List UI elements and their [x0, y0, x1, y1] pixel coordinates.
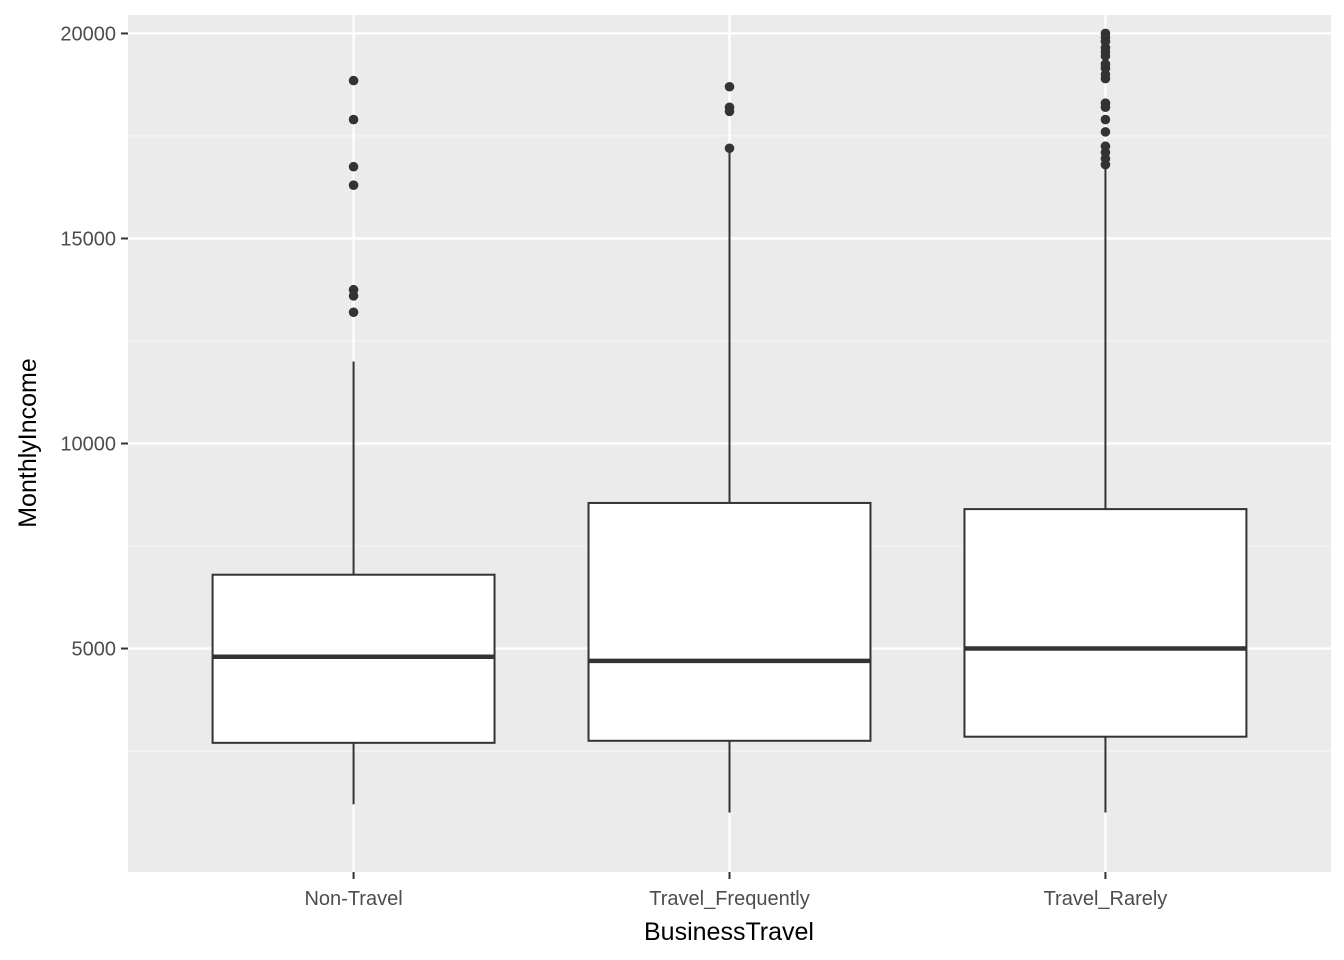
- outlier-point: [348, 307, 359, 318]
- outlier-point: [1100, 28, 1111, 39]
- box-group: [211, 75, 496, 805]
- box-groups: [211, 28, 1248, 813]
- box-group: [963, 28, 1248, 813]
- outlier-point: [348, 284, 359, 295]
- outlier-point: [1100, 59, 1111, 70]
- outlier-point: [348, 180, 359, 190]
- x-tick-label: Travel_Frequently: [649, 888, 809, 910]
- outlier-point: [348, 75, 359, 86]
- x-axis: Non-Travel Travel_Frequently Travel_Rarely: [304, 872, 1167, 910]
- y-axis: 5000 10000 15000 20000: [60, 23, 128, 661]
- box-group: [587, 81, 872, 813]
- outlier-point: [1100, 114, 1111, 125]
- y-tick-label: 10000: [60, 434, 116, 456]
- outlier-point: [1100, 127, 1111, 137]
- box-iqr: [587, 501, 872, 742]
- outlier-point: [1100, 98, 1111, 108]
- x-tick-label: Travel_Rarely: [1044, 888, 1168, 910]
- outlier-point: [724, 102, 735, 113]
- y-tick-label: 15000: [60, 228, 116, 250]
- box-iqr: [963, 508, 1248, 738]
- outlier-point: [348, 114, 359, 125]
- outlier-point: [724, 81, 735, 92]
- y-axis-title: MonthlyIncome: [14, 358, 42, 528]
- y-tick-label: 5000: [72, 639, 117, 661]
- outlier-point: [1100, 141, 1111, 152]
- y-tick-label: 20000: [60, 23, 116, 45]
- x-tick-label: Non-Travel: [304, 888, 402, 910]
- outlier-point: [724, 143, 735, 154]
- x-axis-title: BusinessTravel: [644, 918, 814, 946]
- outlier-point: [348, 161, 359, 172]
